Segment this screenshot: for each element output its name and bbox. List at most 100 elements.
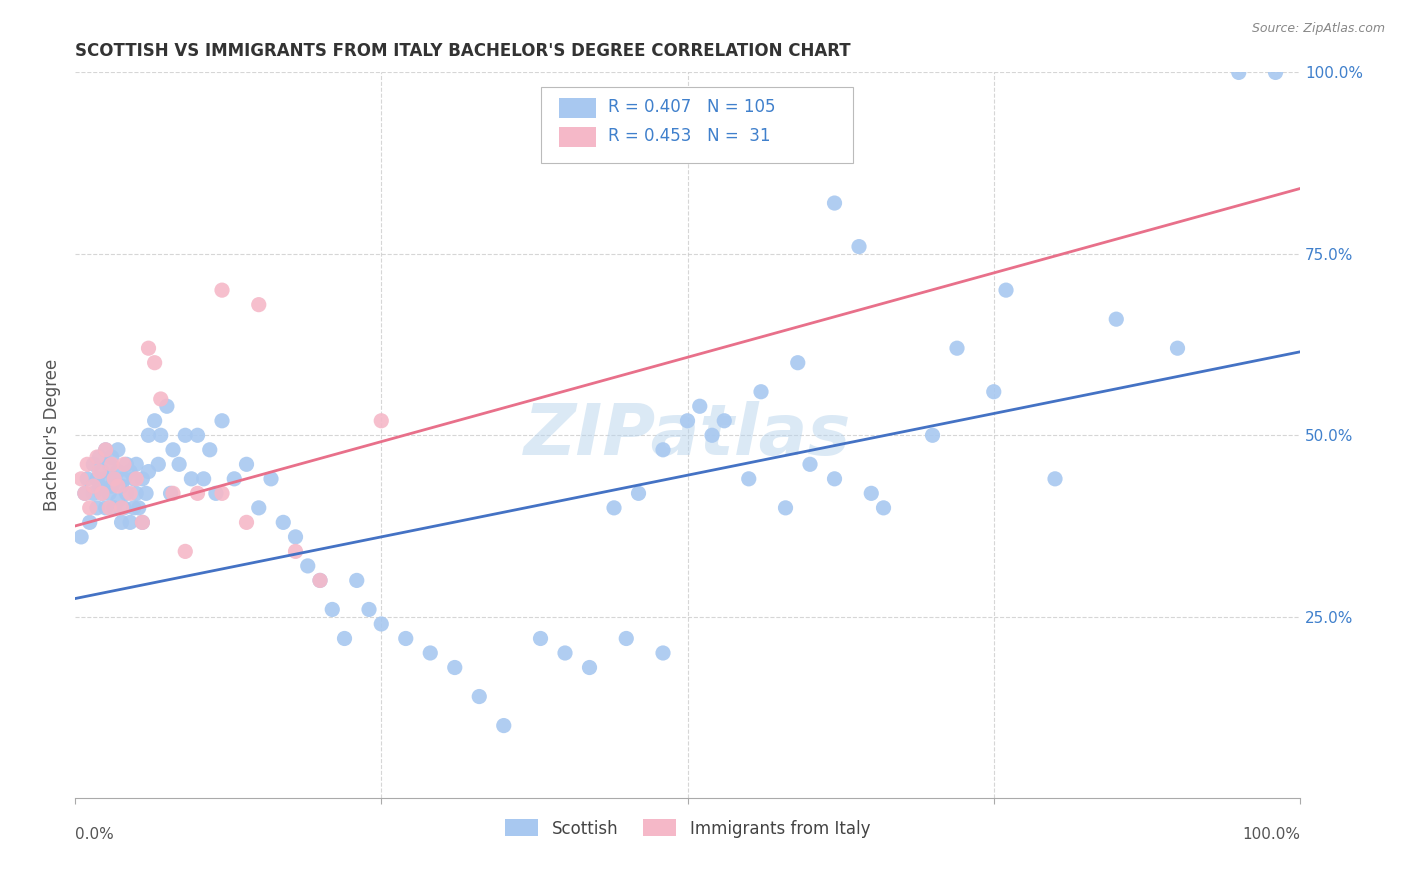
Point <box>107 465 129 479</box>
Point <box>193 472 215 486</box>
Point <box>554 646 576 660</box>
Point <box>138 428 160 442</box>
Point <box>128 500 150 515</box>
Point <box>138 465 160 479</box>
Point <box>70 472 93 486</box>
Point <box>112 472 135 486</box>
Point <box>872 500 894 515</box>
Point <box>115 486 138 500</box>
Point <box>159 486 181 500</box>
Point <box>700 428 723 442</box>
Point <box>112 500 135 515</box>
Point <box>652 442 675 457</box>
Point <box>775 500 797 515</box>
Point <box>120 465 142 479</box>
Text: Source: ZipAtlas.com: Source: ZipAtlas.com <box>1251 22 1385 36</box>
Point <box>110 500 132 515</box>
Point <box>98 500 121 515</box>
Point <box>100 458 122 472</box>
Point <box>211 486 233 500</box>
Text: SCOTTISH VS IMMIGRANTS FROM ITALY BACHELOR'S DEGREE CORRELATION CHART: SCOTTISH VS IMMIGRANTS FROM ITALY BACHEL… <box>75 42 851 60</box>
Point <box>309 574 332 588</box>
Point <box>627 486 650 500</box>
Point <box>135 486 157 500</box>
Point <box>578 660 600 674</box>
Point <box>120 486 142 500</box>
Point <box>79 516 101 530</box>
Point <box>1043 472 1066 486</box>
Point <box>357 602 380 616</box>
Point <box>211 283 233 297</box>
Point <box>713 414 735 428</box>
Point <box>186 428 208 442</box>
Point <box>419 646 441 660</box>
Point <box>443 660 465 674</box>
Point <box>131 516 153 530</box>
Point <box>603 500 626 515</box>
Point <box>107 442 129 457</box>
Point <box>110 516 132 530</box>
Point <box>174 544 197 558</box>
Point <box>652 646 675 660</box>
Point <box>284 530 307 544</box>
Point <box>138 341 160 355</box>
Point <box>983 384 1005 399</box>
Point <box>125 458 148 472</box>
Point <box>91 465 114 479</box>
Point <box>82 479 104 493</box>
Point <box>156 399 179 413</box>
Point <box>148 458 170 472</box>
Point <box>370 414 392 428</box>
Point <box>921 428 943 442</box>
Text: 0.0%: 0.0% <box>75 827 114 842</box>
Point <box>103 472 125 486</box>
Point <box>94 472 117 486</box>
Point <box>786 356 808 370</box>
Point <box>103 472 125 486</box>
Point <box>86 472 108 486</box>
Point <box>995 283 1018 297</box>
Point <box>946 341 969 355</box>
Point <box>211 414 233 428</box>
Point <box>91 486 114 500</box>
Point <box>73 486 96 500</box>
Text: 100.0%: 100.0% <box>1241 827 1301 842</box>
Point <box>1227 65 1250 79</box>
Point <box>224 472 246 486</box>
Point <box>1166 341 1188 355</box>
Point <box>73 486 96 500</box>
Point <box>333 632 356 646</box>
Point <box>186 486 208 500</box>
FancyBboxPatch shape <box>560 98 596 118</box>
Text: R = 0.453   N =  31: R = 0.453 N = 31 <box>607 127 770 145</box>
Point <box>799 458 821 472</box>
Point <box>103 500 125 515</box>
Point <box>94 442 117 457</box>
Point <box>689 399 711 413</box>
Point <box>149 392 172 406</box>
Point <box>738 472 761 486</box>
Point <box>824 196 846 211</box>
Point <box>676 414 699 428</box>
Point <box>247 298 270 312</box>
Point <box>614 632 637 646</box>
Point <box>180 472 202 486</box>
Point <box>284 544 307 558</box>
Point <box>824 472 846 486</box>
Point <box>115 458 138 472</box>
Text: ZIPatlas: ZIPatlas <box>524 401 851 470</box>
Point <box>131 472 153 486</box>
Point <box>297 558 319 573</box>
Point <box>247 500 270 515</box>
Point <box>94 442 117 457</box>
Point <box>79 500 101 515</box>
Point <box>235 516 257 530</box>
Point <box>848 239 870 253</box>
Point <box>346 574 368 588</box>
FancyBboxPatch shape <box>540 87 853 163</box>
Point <box>122 500 145 515</box>
Point <box>529 632 551 646</box>
Point <box>271 516 294 530</box>
Point <box>89 450 111 464</box>
Point <box>94 500 117 515</box>
